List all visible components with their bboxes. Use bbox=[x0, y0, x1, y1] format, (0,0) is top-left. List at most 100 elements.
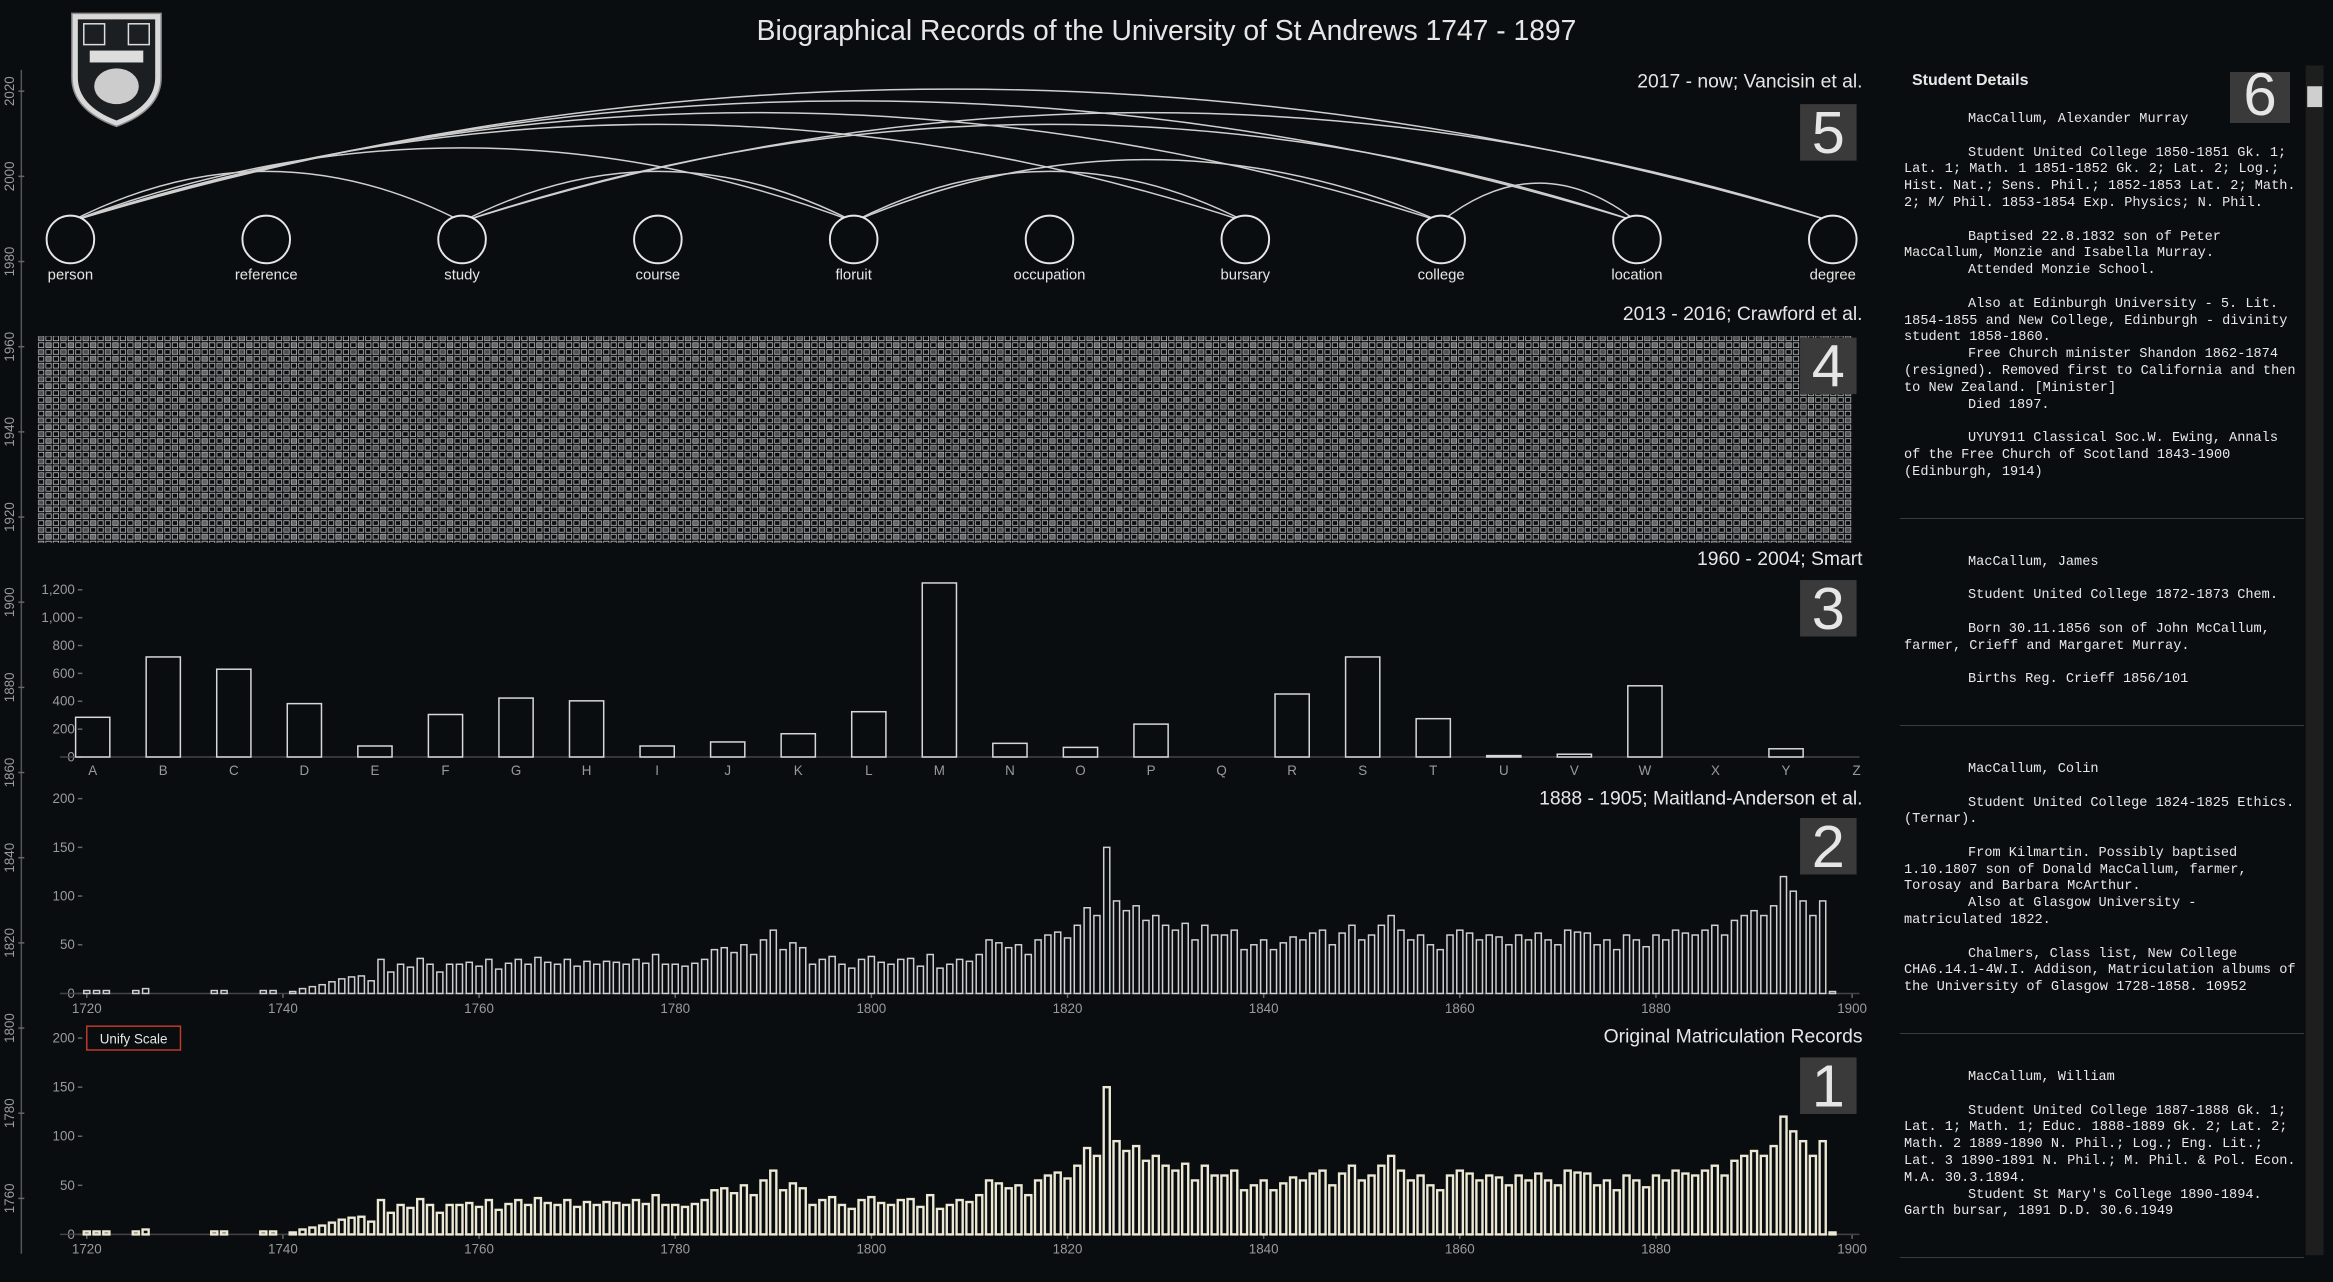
x-tick-label: K bbox=[794, 763, 803, 778]
bar bbox=[427, 713, 464, 758]
x-tick-label: S bbox=[1358, 763, 1367, 778]
x-tick-label: 1840 bbox=[1249, 1001, 1279, 1016]
x-tick-label: 1900 bbox=[1837, 1242, 1867, 1257]
bar bbox=[1641, 1186, 1651, 1236]
bar bbox=[1534, 1172, 1543, 1236]
bar bbox=[1740, 914, 1749, 995]
bar bbox=[259, 1230, 268, 1236]
bar bbox=[1181, 922, 1189, 995]
bar bbox=[896, 1198, 906, 1236]
button-frame[interactable] bbox=[86, 1025, 182, 1051]
bar bbox=[406, 966, 415, 995]
x-tick-label: V bbox=[1570, 763, 1579, 778]
bar bbox=[1377, 1164, 1386, 1236]
node bbox=[1612, 214, 1662, 265]
bar bbox=[286, 702, 323, 758]
bar bbox=[377, 958, 385, 995]
bar bbox=[1740, 1154, 1749, 1236]
button-label[interactable]: Unify Scale bbox=[100, 1031, 168, 1046]
bar bbox=[926, 953, 934, 995]
bar bbox=[1711, 924, 1719, 995]
x-tick-label: Z bbox=[1852, 763, 1860, 778]
bar bbox=[132, 989, 140, 995]
bar bbox=[268, 1230, 278, 1236]
bar bbox=[651, 1193, 660, 1236]
bar bbox=[318, 983, 326, 995]
record-section: UYUY911 Classical Soc.W. Ewing, Annals o… bbox=[1904, 431, 2300, 481]
bar bbox=[387, 971, 395, 995]
bar bbox=[1779, 875, 1788, 995]
scrollbar[interactable] bbox=[2305, 65, 2324, 1256]
bar bbox=[1250, 944, 1258, 995]
logo bbox=[71, 12, 162, 128]
bar bbox=[1083, 907, 1091, 995]
bar bbox=[436, 971, 444, 995]
bar bbox=[1632, 1179, 1641, 1236]
bar bbox=[92, 1230, 101, 1236]
bar bbox=[1661, 1179, 1671, 1236]
bar bbox=[780, 732, 817, 758]
bar bbox=[1318, 1169, 1327, 1236]
bar bbox=[749, 953, 758, 995]
bar bbox=[1573, 1171, 1582, 1236]
link bbox=[70, 100, 1638, 223]
bar bbox=[1436, 948, 1444, 995]
record-text: MacCallum, Alexander Murray bbox=[1968, 112, 2189, 127]
unify-scale-button[interactable]: Unify Scale bbox=[86, 1025, 182, 1051]
bar bbox=[1612, 948, 1621, 995]
panel-label: Original Matriculation Records bbox=[1604, 1027, 1863, 1048]
x-tick-label: B bbox=[159, 763, 168, 778]
bar bbox=[1592, 1184, 1602, 1236]
node bbox=[241, 214, 291, 265]
bar bbox=[1269, 948, 1278, 995]
bar bbox=[867, 955, 876, 995]
node-label: degree bbox=[1810, 268, 1856, 284]
record-section: Baptised 22.8.1832 son of Peter MacCallu… bbox=[1904, 230, 2300, 280]
node-label: floruit bbox=[836, 268, 873, 284]
bar bbox=[485, 958, 493, 995]
bar bbox=[357, 975, 366, 995]
panel-number: 1 bbox=[1812, 1053, 1845, 1120]
bar bbox=[1435, 1189, 1445, 1236]
bar bbox=[955, 958, 964, 995]
bar bbox=[425, 1203, 435, 1236]
y-tick-label: 50 bbox=[60, 1178, 75, 1193]
bar bbox=[1239, 1189, 1249, 1236]
bar bbox=[1386, 1154, 1396, 1236]
bar bbox=[1308, 1172, 1317, 1236]
bar bbox=[1308, 932, 1317, 995]
link bbox=[70, 170, 463, 223]
bar bbox=[1415, 717, 1452, 758]
bar bbox=[639, 745, 675, 758]
panel-label: 1888 - 1905; Maitland-Anderson et al. bbox=[1539, 789, 1862, 810]
node bbox=[1220, 214, 1271, 265]
bar bbox=[1014, 944, 1023, 995]
bar bbox=[455, 963, 464, 995]
bar bbox=[798, 946, 807, 995]
record-text: MacCallum, Colin bbox=[1968, 761, 2099, 777]
student-record: MacCallum, Colin Student United College 1… bbox=[1900, 761, 2304, 1035]
bar bbox=[327, 1221, 337, 1236]
bar bbox=[1701, 929, 1709, 995]
student-record: MacCallum, Alexander Murray Student Unite… bbox=[1900, 112, 2304, 519]
x-tick-label: O bbox=[1075, 763, 1085, 778]
y-tick-label: 150 bbox=[53, 840, 75, 855]
x-tick-label: H bbox=[582, 763, 592, 778]
bar bbox=[935, 1207, 945, 1236]
x-tick-label: 1860 bbox=[1445, 1242, 1475, 1257]
record-text: Student United College 1824-1825 Ethics.… bbox=[1904, 795, 2295, 828]
timeline-tick-label: 1900 bbox=[2, 587, 17, 617]
bar bbox=[1465, 1172, 1474, 1236]
bar bbox=[74, 716, 111, 758]
bar bbox=[1524, 1179, 1533, 1236]
bar bbox=[592, 1203, 601, 1236]
bar bbox=[671, 963, 679, 995]
bar bbox=[827, 1195, 837, 1236]
bar bbox=[1627, 685, 1663, 758]
bar bbox=[583, 960, 591, 995]
bar bbox=[573, 965, 581, 995]
bar bbox=[1768, 748, 1804, 758]
x-tick-label: 1720 bbox=[72, 1242, 102, 1257]
node-label: location bbox=[1611, 268, 1662, 284]
bar bbox=[533, 1196, 543, 1236]
